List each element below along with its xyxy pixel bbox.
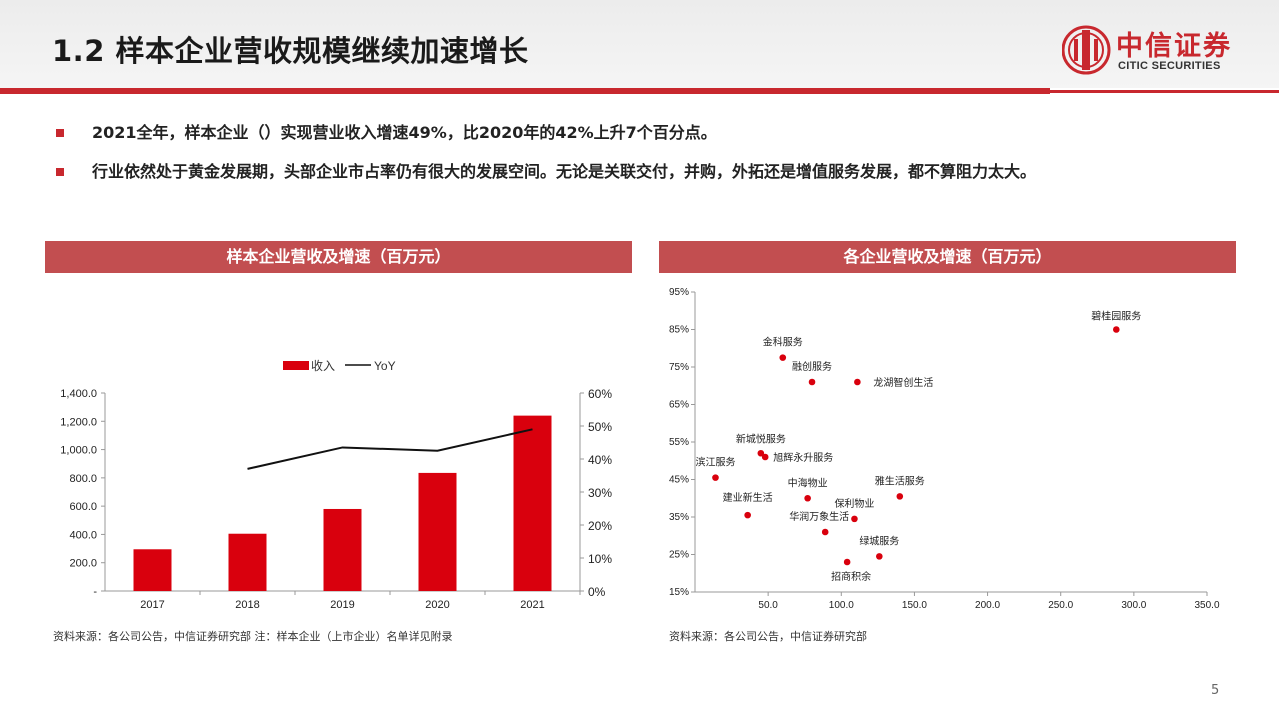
page-number: 5	[1211, 683, 1220, 698]
scatter-point-label: 旭辉永升服务	[773, 451, 833, 464]
scatter-point	[808, 378, 816, 386]
x-tick-label: 2017	[140, 599, 164, 611]
scatter-point-label: 华润万象生活	[789, 510, 849, 523]
scatter-point	[779, 354, 787, 361]
company-scatter-chart: 15% 25% 35% 45% 55% 65% 75% 85% 95% 50.0 100.0 150.…	[669, 287, 1220, 611]
x-tick-label: 250.0	[1048, 600, 1073, 611]
revenue-bar	[323, 508, 362, 591]
x-tick-label: 100.0	[829, 600, 854, 611]
header-divider-thin	[1050, 90, 1279, 93]
scatter-point	[761, 453, 769, 461]
chart-legend: 收入 YoY	[283, 359, 396, 373]
legend-label-yoy: YoY	[374, 359, 396, 373]
scatter-point-label: 融创服务	[792, 360, 832, 373]
y-tick-label: 45%	[669, 475, 689, 486]
scatter-point	[804, 494, 811, 502]
scatter-point	[896, 493, 904, 500]
x-tick-label: 350.0	[1194, 600, 1219, 611]
y-tick-label: 35%	[669, 512, 689, 523]
y-left-tick-label: -	[93, 586, 97, 598]
scatter-point	[854, 378, 861, 386]
x-tick-label: 2020	[425, 599, 449, 611]
citic-logo: 中信证券 CITIC SECURITIES	[1061, 22, 1272, 80]
header-bar	[0, 0, 1279, 88]
x-tick-label: 300.0	[1121, 600, 1146, 611]
bullet-text: 2021全年，样本企业（）实现营业收入增速49%，比2020年的42%上升7个百…	[92, 123, 717, 142]
bullet-square-icon	[56, 129, 64, 137]
y-tick-label: 55%	[669, 437, 689, 448]
scatter-point-label: 招商积余	[831, 570, 871, 583]
scatter-point	[821, 528, 829, 536]
y-tick-label: 15%	[669, 587, 689, 598]
x-tick-label: 50.0	[758, 600, 778, 611]
revenue-bar	[513, 415, 552, 591]
revenue-bar	[418, 472, 457, 591]
scatter-point-label: 新城悦服务	[736, 432, 786, 445]
y-left-tick-label: 600.0	[69, 501, 97, 513]
x-tick-label: 200.0	[975, 600, 1000, 611]
left-chart-header: 样本企业营收及增速（百万元）	[45, 241, 632, 273]
revenue-bar-chart: 收入 YoY - 200.0 400.0 600.0 800.0 1,000.0 1,200.0…	[60, 359, 612, 611]
scatter-point-label: 龙湖智创生活	[873, 376, 933, 389]
scatter-point	[744, 511, 751, 519]
y-right-tick-label: 0%	[588, 585, 606, 599]
y-right-tick-label: 50%	[588, 420, 612, 434]
y-left-tick-label: 800.0	[69, 473, 97, 485]
scatter-point	[843, 558, 851, 566]
y-right-tick-label: 40%	[588, 453, 612, 467]
revenue-bar	[133, 549, 172, 591]
y-left-tick-label: 400.0	[69, 529, 97, 541]
right-source-note: 资料来源：各公司公告，中信证券研究部	[669, 630, 867, 643]
scatter-point	[757, 449, 765, 457]
scatter-point-label: 滨江服务	[695, 456, 735, 469]
y-tick-label: 85%	[669, 325, 689, 336]
x-tick-label: 2021	[520, 599, 544, 611]
left-source-note: 资料来源：各公司公告，中信证券研究部 注：样本企业（上市企业）名单详见附录	[53, 630, 453, 643]
scatter-point	[712, 474, 719, 481]
x-tick-label: 2018	[235, 599, 259, 611]
logo-text-cn: 中信证券	[1116, 31, 1232, 62]
page-title: 1.2 样本企业营收规模继续加速增长	[52, 34, 529, 68]
scatter-point	[876, 553, 883, 560]
y-right-tick-label: 30%	[588, 486, 612, 500]
scatter-point-label: 雅生活服务	[875, 474, 925, 487]
y-right-tick-label: 60%	[588, 387, 612, 401]
scatter-point-label: 建业新生活	[723, 491, 773, 504]
scatter-point	[851, 515, 858, 523]
x-tick-label: 150.0	[902, 600, 927, 611]
y-left-tick-label: 200.0	[69, 558, 97, 570]
x-tick-label: 2019	[330, 599, 354, 611]
header-divider	[0, 88, 1050, 94]
scatter-point-label: 绿城服务	[859, 534, 899, 547]
bullet-square-icon	[56, 168, 64, 176]
scatter-point-label: 保利物业	[834, 497, 874, 510]
scatter-point	[1113, 326, 1120, 333]
scatter-point-label: 金科服务	[763, 336, 803, 349]
y-right-tick-label: 10%	[588, 552, 612, 566]
y-tick-label: 95%	[669, 287, 689, 298]
y-tick-label: 25%	[669, 550, 689, 561]
legend-label-revenue: 收入	[311, 359, 335, 373]
y-left-tick-label: 1,400.0	[60, 388, 97, 400]
citic-emblem-icon	[1061, 25, 1111, 75]
legend-swatch-revenue	[283, 361, 309, 370]
right-chart-header: 各企业营收及增速（百万元）	[659, 241, 1236, 273]
yoy-line	[247, 428, 533, 470]
revenue-bar	[228, 533, 267, 591]
y-tick-label: 65%	[669, 400, 689, 411]
y-left-tick-label: 1,200.0	[60, 416, 97, 428]
y-left-tick-label: 1,000.0	[60, 445, 97, 457]
bullet-text: 行业依然处于黄金发展期，头部企业市占率仍有很大的发展空间。无论是关联交付，并购，…	[92, 162, 1037, 181]
scatter-point-label: 碧桂园服务	[1091, 310, 1141, 323]
y-right-tick-label: 20%	[588, 519, 612, 533]
y-tick-label: 75%	[669, 362, 689, 373]
logo-text-en: CITIC SECURITIES	[1118, 60, 1221, 72]
scatter-point-label: 中海物业	[788, 476, 828, 489]
